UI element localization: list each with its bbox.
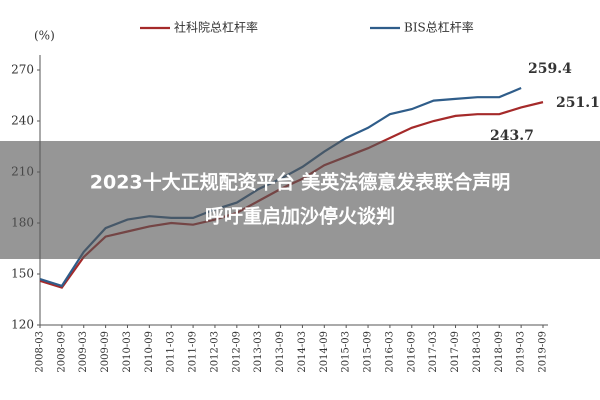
x-tick-label: 2011-03 <box>166 331 177 373</box>
x-tick-label: 2013-09 <box>275 331 286 373</box>
x-tick-label: 2015-03 <box>341 331 352 373</box>
annotation: 251.1 <box>556 95 600 111</box>
x-tick-label: 2014-03 <box>297 331 308 373</box>
y-tick-label: 120 <box>11 318 34 332</box>
overlay-banner <box>0 141 600 259</box>
x-tick-label: 2009-09 <box>100 331 111 373</box>
y-tick-label: 270 <box>11 63 34 77</box>
x-tick-label: 2018-03 <box>472 331 483 373</box>
x-tick-label: 2008-09 <box>56 331 67 373</box>
overlay-text: 2023十大正规配资平台 美英法德意发表联合声明 <box>90 171 511 194</box>
x-tick-label: 2017-03 <box>428 331 439 373</box>
x-tick-label: 2010-03 <box>122 331 133 373</box>
x-tick-label: 2016-09 <box>406 331 417 373</box>
annotation: 259.4 <box>528 61 572 77</box>
y-tick-label: 240 <box>11 114 34 128</box>
legend-label: 社科院总杠杆率 <box>174 20 258 35</box>
x-tick-label: 2009-03 <box>78 331 89 373</box>
x-tick-label: 2018-09 <box>494 331 505 373</box>
x-tick-label: 2019-09 <box>538 331 549 373</box>
x-tick-label: 2011-09 <box>188 331 199 373</box>
x-tick-label: 2014-09 <box>319 331 330 373</box>
x-tick-label: 2012-03 <box>209 331 220 373</box>
x-tick-label: 2012-09 <box>231 331 242 373</box>
x-tick-label: 2010-09 <box>144 331 155 373</box>
x-tick-label: 2008-03 <box>35 331 46 373</box>
legend-label: BIS总杠杆率 <box>404 20 474 35</box>
x-tick-label: 2013-03 <box>253 331 264 373</box>
x-tick-label: 2019-03 <box>516 331 527 373</box>
annotation: 243.7 <box>490 128 534 144</box>
x-tick-label: 2016-03 <box>384 331 395 373</box>
x-tick-label: 2017-09 <box>450 331 461 373</box>
y-unit-label: (%) <box>34 29 55 43</box>
overlay-text: 呼吁重启加沙停火谈判 <box>205 205 395 228</box>
y-tick-label: 150 <box>11 267 34 281</box>
x-tick-label: 2015-09 <box>363 331 374 373</box>
